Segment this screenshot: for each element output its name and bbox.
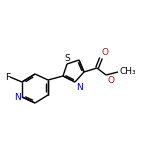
Text: F: F [5, 73, 10, 81]
Text: N: N [14, 93, 21, 102]
Text: O: O [102, 48, 109, 57]
Text: O: O [107, 76, 114, 85]
Text: CH₃: CH₃ [120, 67, 137, 76]
Text: S: S [64, 54, 70, 63]
Text: N: N [76, 83, 83, 92]
